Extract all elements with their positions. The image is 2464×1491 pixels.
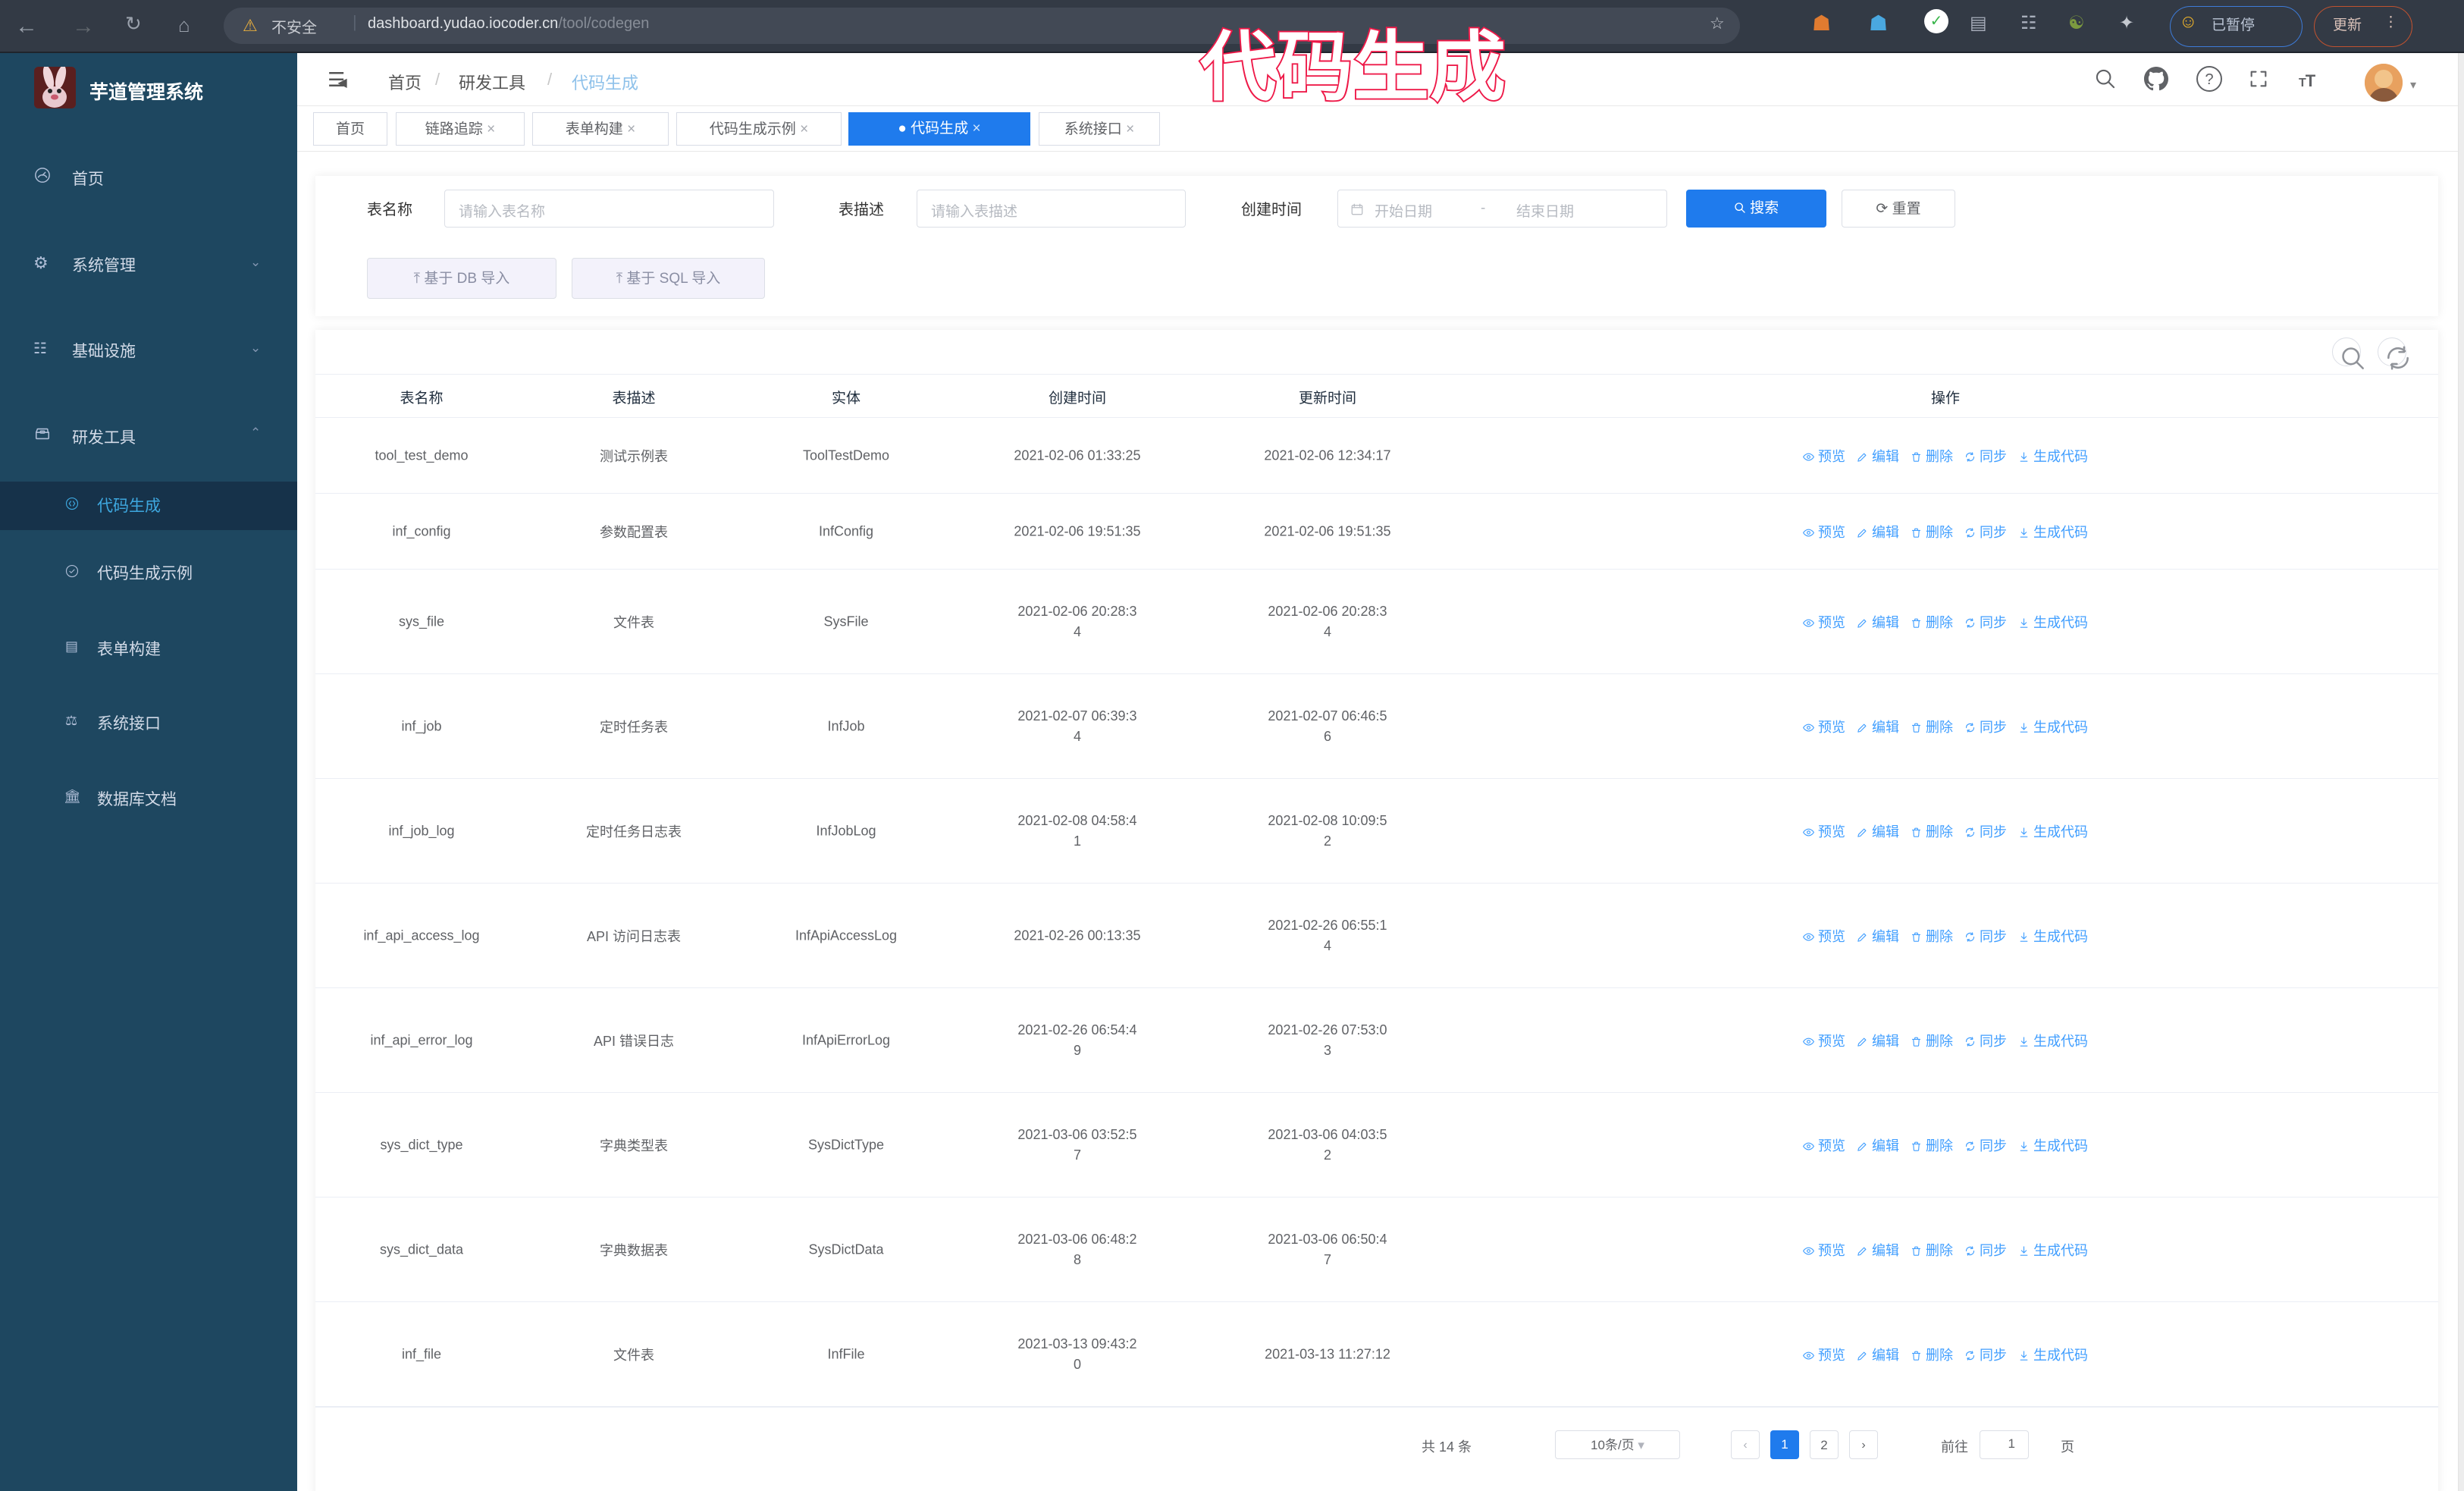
svg-text:代码生成: 代码生成 xyxy=(1199,25,1506,110)
